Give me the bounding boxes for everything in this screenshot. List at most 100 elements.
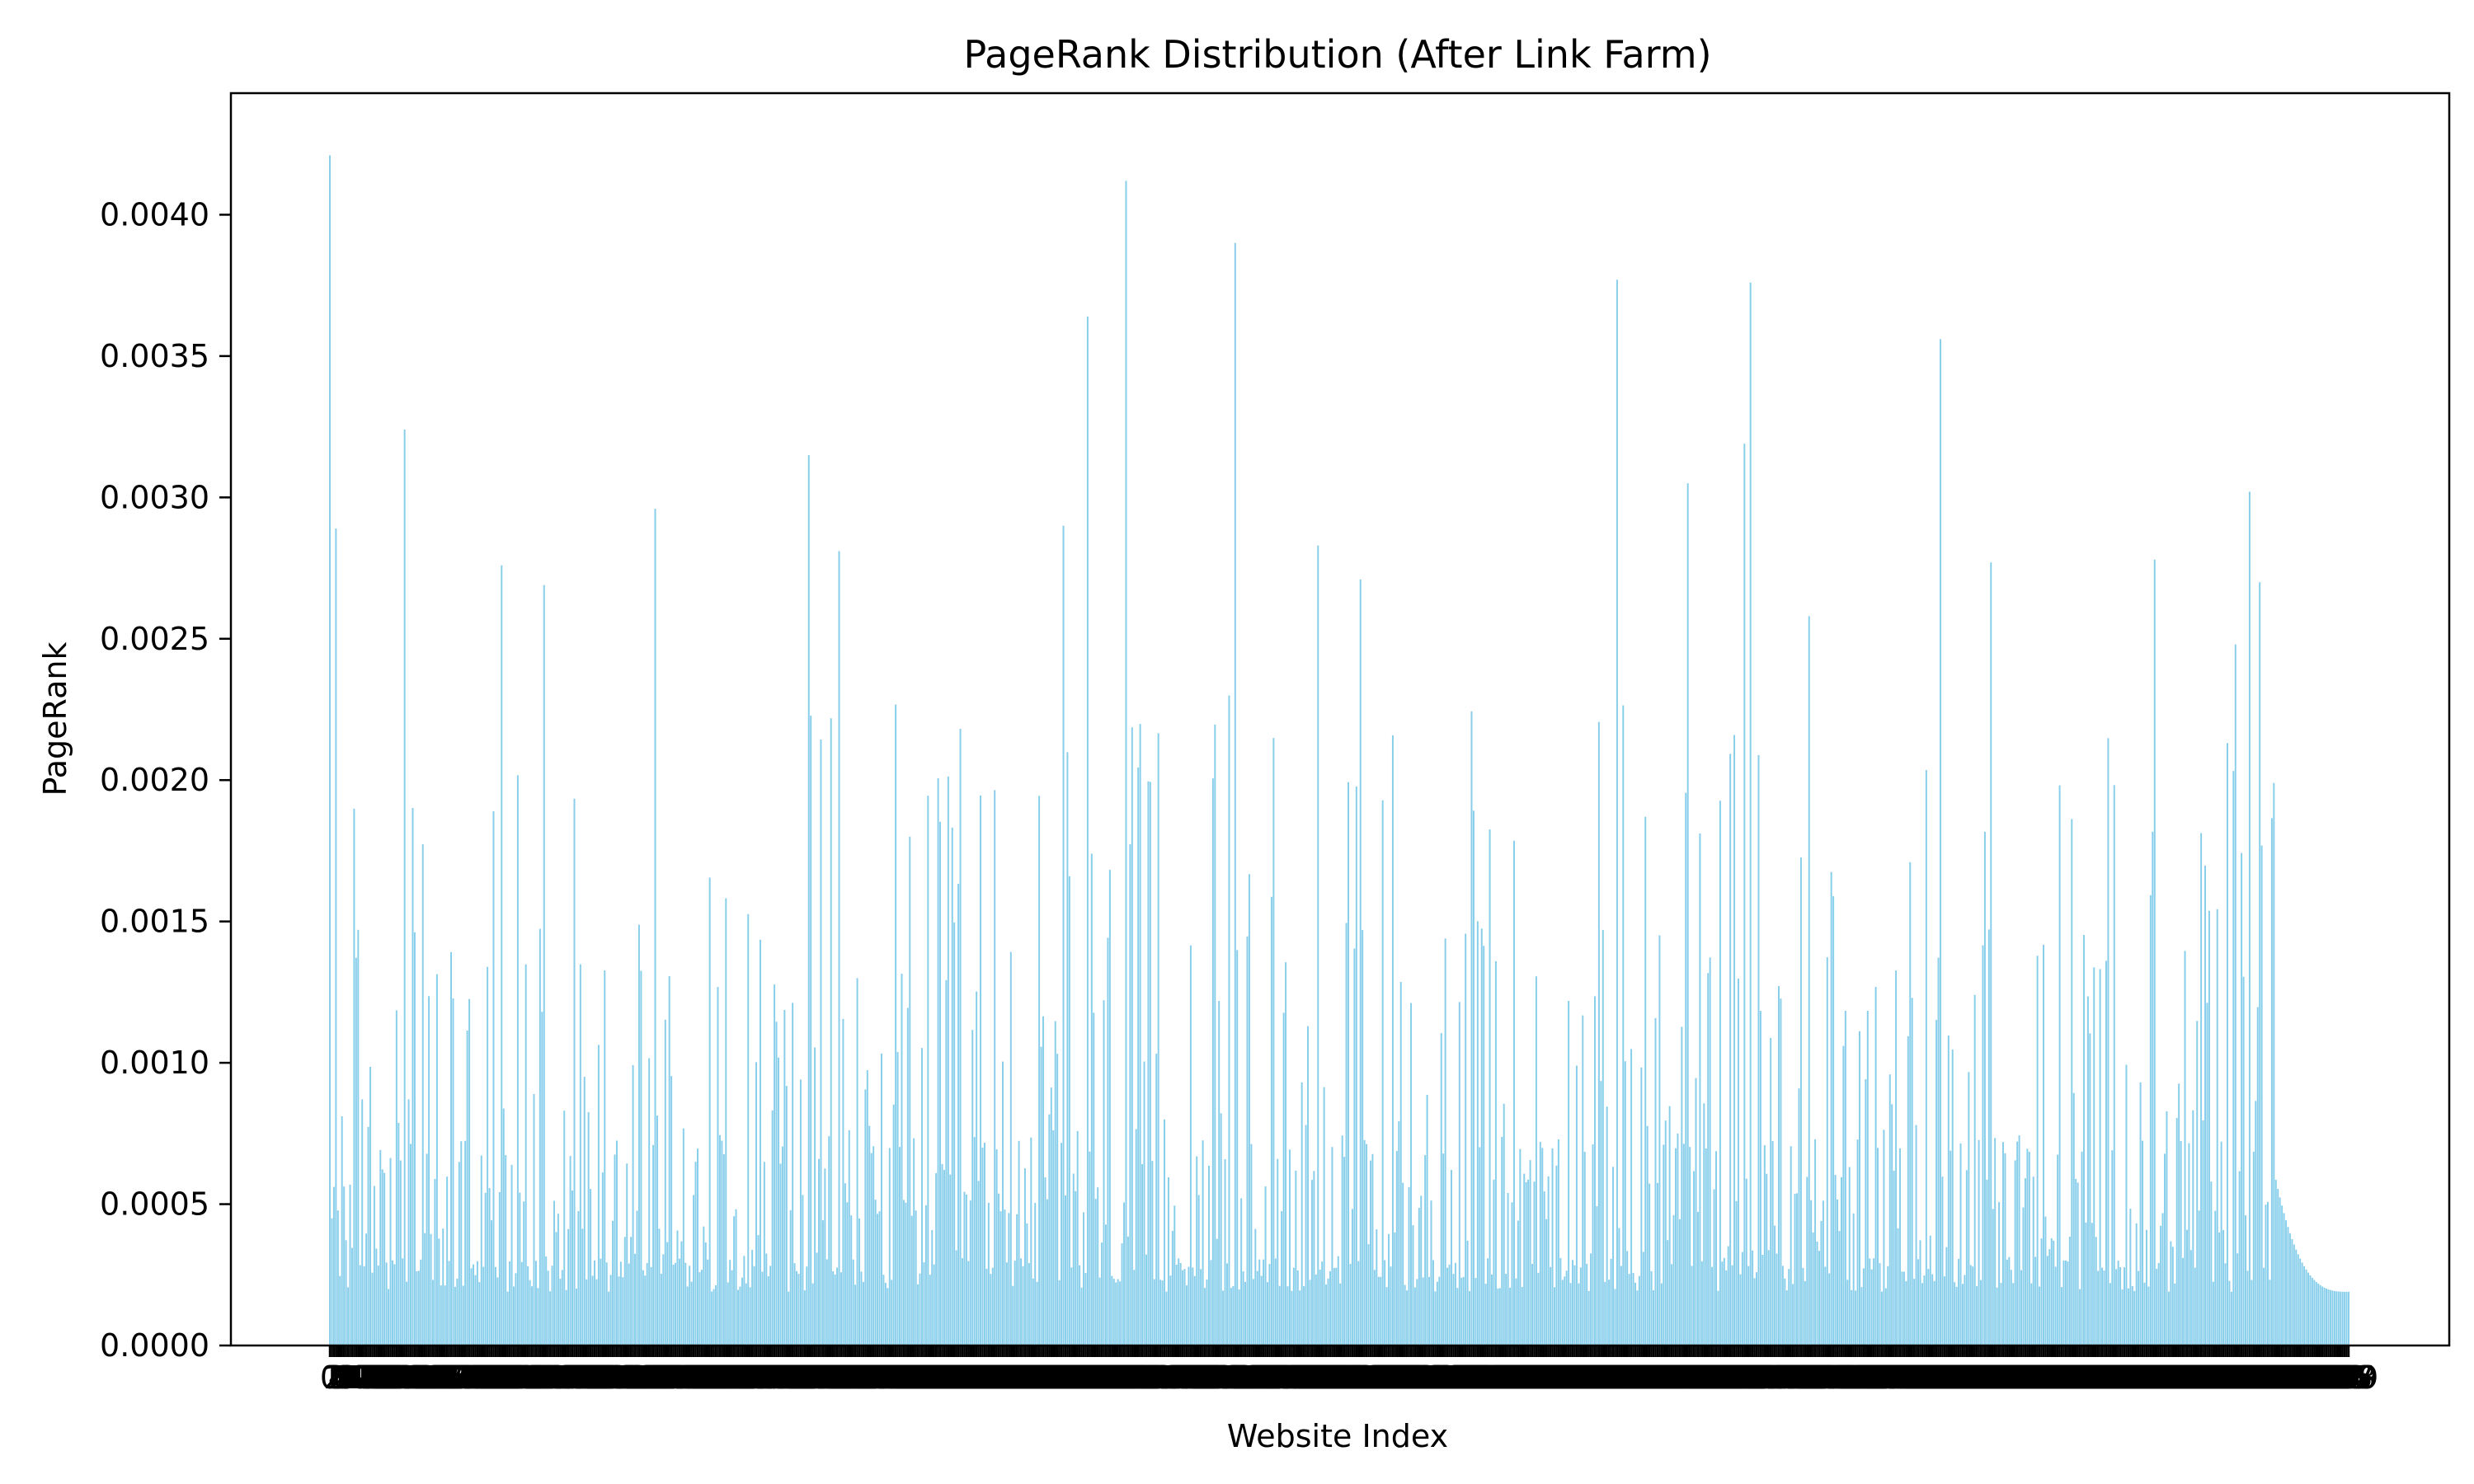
bar	[969, 1200, 971, 1345]
bar	[718, 1134, 721, 1345]
bar	[1980, 1280, 1982, 1345]
bar	[1543, 1191, 1545, 1345]
bar	[1788, 1269, 1790, 1345]
bar	[1757, 754, 1760, 1345]
bar	[1462, 1276, 1465, 1345]
x-tick-label: 248	[801, 1360, 861, 1396]
bar	[700, 1270, 703, 1345]
x-tick-label: 75	[462, 1360, 501, 1396]
bar	[1111, 1275, 1113, 1345]
bar	[543, 585, 545, 1345]
bar	[1802, 1267, 1804, 1345]
x-tick-label: 177	[657, 1360, 717, 1396]
x-tick-label: 105	[512, 1360, 572, 1396]
bar	[1747, 1266, 1750, 1345]
bar	[2139, 1082, 2142, 1345]
bar	[2255, 1101, 2257, 1345]
bar	[1202, 1140, 1204, 1345]
bar	[806, 1266, 808, 1345]
bar	[484, 1192, 487, 1345]
bar	[1770, 1037, 1772, 1345]
bar	[704, 1242, 707, 1345]
x-tick-label: 22	[355, 1360, 394, 1396]
bar	[1317, 545, 1319, 1345]
bar	[1987, 929, 1990, 1345]
bar	[1282, 1012, 1285, 1345]
bar	[1188, 1266, 1190, 1345]
bar	[1940, 339, 1941, 1345]
bar	[2238, 1171, 2241, 1345]
x-tick-label: 91	[494, 1360, 534, 1396]
bar	[444, 1285, 446, 1345]
x-tick-label: 228	[760, 1360, 821, 1396]
bar	[2079, 1289, 2081, 1345]
bar	[1026, 1223, 1028, 1345]
bar	[796, 1270, 798, 1345]
bar	[1155, 1053, 1158, 1345]
x-tick-label: 244	[793, 1360, 854, 1396]
bar	[834, 1274, 836, 1345]
bar	[1767, 1250, 1770, 1345]
bar	[662, 1254, 665, 1345]
bar	[551, 1266, 553, 1345]
bar	[369, 1067, 371, 1345]
bar	[434, 1179, 436, 1345]
bar	[739, 1286, 741, 1345]
x-tick-label: 165	[633, 1360, 694, 1396]
bar	[882, 1275, 885, 1345]
bar	[1246, 936, 1249, 1345]
bar	[1066, 752, 1069, 1345]
bar	[1012, 1285, 1014, 1345]
bar	[1818, 1251, 1820, 1345]
x-tick-label: 106	[514, 1360, 574, 1396]
x-tick-label: 210	[724, 1360, 784, 1396]
bar	[2081, 1151, 2083, 1345]
bar	[1404, 1284, 1406, 1345]
bar	[549, 1291, 552, 1345]
x-tick-label: 7	[334, 1360, 354, 1396]
x-tick-label: 92	[496, 1360, 535, 1396]
bar	[1296, 1270, 1299, 1345]
bar	[2149, 895, 2152, 1345]
bar	[1587, 1290, 1590, 1345]
x-tick-label: 90	[492, 1360, 531, 1396]
bar	[2202, 1120, 2204, 1345]
bar	[569, 1156, 571, 1345]
x-tick-label: 146	[595, 1360, 656, 1396]
bar	[1866, 1010, 1869, 1345]
y-tick-label: 0.0030	[100, 479, 209, 515]
bar	[640, 970, 642, 1345]
x-tick-label: 229	[763, 1360, 823, 1396]
bar	[2046, 1256, 2048, 1345]
bar	[2287, 1227, 2289, 1345]
bar	[1654, 1017, 1657, 1345]
bar	[1175, 1265, 1178, 1345]
bar	[2020, 1270, 2023, 1345]
bar	[2210, 1181, 2213, 1345]
bar	[1348, 782, 1350, 1345]
bar	[1569, 1283, 1572, 1345]
x-tick-label: 133	[569, 1360, 629, 1396]
bar	[650, 1266, 652, 1345]
bar	[2039, 1286, 2041, 1345]
bar	[2337, 1291, 2340, 1345]
bar	[887, 1288, 889, 1345]
bar	[1125, 181, 1127, 1345]
bar	[1725, 1270, 1728, 1345]
bar	[524, 964, 527, 1345]
x-tick-label: 211	[727, 1360, 787, 1396]
x-tick-label: 45	[401, 1360, 440, 1396]
bar	[793, 1263, 796, 1345]
bar	[910, 1215, 913, 1345]
bar	[1422, 1277, 1424, 1345]
x-tick-label: 143	[589, 1360, 649, 1396]
bar	[1072, 1173, 1075, 1345]
bar	[941, 1163, 943, 1345]
x-tick-label: 262	[830, 1360, 890, 1396]
bar	[1448, 1264, 1451, 1345]
bar	[1622, 705, 1625, 1345]
bar	[2064, 1260, 2067, 1345]
bar	[888, 1148, 891, 1345]
x-tick-label: 184	[672, 1360, 732, 1396]
bar	[2274, 1180, 2277, 1345]
